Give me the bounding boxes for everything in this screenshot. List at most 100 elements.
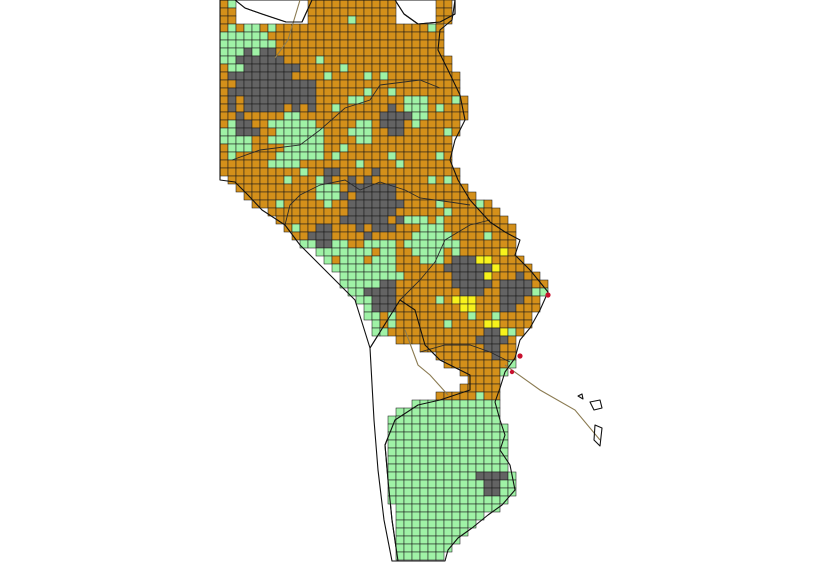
grid-cell-green — [443, 511, 453, 521]
grid-cell-orange — [299, 199, 309, 209]
grid-cell-orange — [275, 175, 285, 185]
grid-cell-orange — [291, 31, 301, 41]
grid-cell-green — [267, 23, 277, 33]
grid-cell-orange — [355, 55, 365, 65]
grid-cell-green — [451, 447, 461, 457]
grid-cell-green — [451, 431, 461, 441]
grid-cell-green — [475, 407, 485, 417]
grid-cell-orange — [363, 0, 373, 9]
grid-cell-gray — [243, 119, 253, 129]
grid-cell-green — [331, 239, 341, 249]
grid-cell-green — [411, 543, 421, 553]
grid-cell-green — [427, 439, 437, 449]
grid-cell-gray — [259, 103, 269, 113]
grid-cells — [219, 0, 549, 561]
grid-cell-gray — [491, 343, 501, 353]
grid-cell-orange — [331, 15, 341, 25]
grid-cell-gray — [491, 335, 501, 345]
grid-cell-orange — [347, 39, 357, 49]
grid-cell-green — [451, 511, 461, 521]
grid-cell-orange — [403, 55, 413, 65]
grid-cell-yellow — [459, 303, 469, 313]
grid-cell-green — [475, 423, 485, 433]
grid-cell-green — [387, 255, 397, 265]
grid-cell-gray — [451, 255, 461, 265]
grid-cell-orange — [275, 183, 285, 193]
grid-cell-orange — [475, 247, 485, 257]
grid-cell-gray — [515, 295, 525, 305]
grid-cell-orange — [251, 175, 261, 185]
grid-cell-orange — [467, 351, 477, 361]
coastline — [219, 0, 549, 562]
grid-cell-orange — [315, 15, 325, 25]
grid-cell-green — [403, 431, 413, 441]
grid-cell-orange — [411, 55, 421, 65]
grid-cell-orange — [219, 87, 229, 97]
grid-cell-gray — [475, 271, 485, 281]
grid-cell-orange — [499, 311, 509, 321]
grid-cell-orange — [427, 207, 437, 217]
grid-cell-green — [403, 455, 413, 465]
grid-cell-gray — [283, 87, 293, 97]
grid-cell-orange — [275, 191, 285, 201]
grid-cell-orange — [435, 279, 445, 289]
grid-cell-green — [347, 95, 357, 105]
grid-cell-orange — [395, 287, 405, 297]
grid-cell-green — [475, 463, 485, 473]
grid-cell-orange — [387, 23, 397, 33]
grid-cell-yellow — [467, 303, 477, 313]
grid-cell-gray — [379, 111, 389, 121]
grid-cell-orange — [347, 79, 357, 89]
grid-cell-green — [411, 239, 421, 249]
grid-cell-green — [387, 271, 397, 281]
grid-cell-gray — [291, 95, 301, 105]
grid-cell-green — [307, 135, 317, 145]
grid-cell-orange — [443, 79, 453, 89]
grid-cell-green — [387, 247, 397, 257]
grid-cell-orange — [403, 207, 413, 217]
grid-cell-orange — [419, 287, 429, 297]
grid-cell-orange — [507, 343, 517, 353]
grid-cell-orange — [363, 95, 373, 105]
grid-cell-gray — [459, 255, 469, 265]
grid-cell-orange — [371, 247, 381, 257]
grid-cell-green — [507, 359, 517, 369]
grid-cell-gray — [275, 103, 285, 113]
grid-cell-gray — [507, 287, 517, 297]
grid-cell-orange — [339, 95, 349, 105]
grid-cell-green — [275, 199, 285, 209]
grid-cell-orange — [323, 103, 333, 113]
grid-cell-orange — [395, 279, 405, 289]
grid-cell-orange — [307, 63, 317, 73]
grid-cell-gray — [339, 191, 349, 201]
grid-cell-orange — [315, 63, 325, 73]
grid-cell-orange — [515, 263, 525, 273]
grid-cell-green — [451, 455, 461, 465]
grid-cell-green — [347, 247, 357, 257]
grid-cell-green — [259, 39, 269, 49]
grid-cell-gray — [443, 263, 453, 273]
grid-cell-green — [403, 215, 413, 225]
grid-cell-orange — [371, 103, 381, 113]
grid-cell-green — [323, 247, 333, 257]
grid-cell-orange — [459, 335, 469, 345]
grid-cell-gray — [491, 479, 501, 489]
grid-cell-green — [499, 463, 509, 473]
grid-cell-gray — [251, 55, 261, 65]
grid-cell-orange — [403, 263, 413, 273]
grid-cell-orange — [315, 167, 325, 177]
grid-cell-green — [467, 495, 477, 505]
grid-cell-orange — [323, 47, 333, 57]
grid-cell-gray — [323, 231, 333, 241]
grid-cell-green — [299, 119, 309, 129]
grid-cell-gray — [387, 295, 397, 305]
grid-cell-orange — [355, 39, 365, 49]
grid-cell-orange — [475, 319, 485, 329]
grid-cell-gray — [379, 303, 389, 313]
grid-cell-gray — [243, 127, 253, 137]
grid-cell-gray — [491, 487, 501, 497]
grid-cell-green — [427, 527, 437, 537]
grid-cell-green — [419, 431, 429, 441]
grid-cell-orange — [451, 103, 461, 113]
grid-cell-green — [299, 151, 309, 161]
